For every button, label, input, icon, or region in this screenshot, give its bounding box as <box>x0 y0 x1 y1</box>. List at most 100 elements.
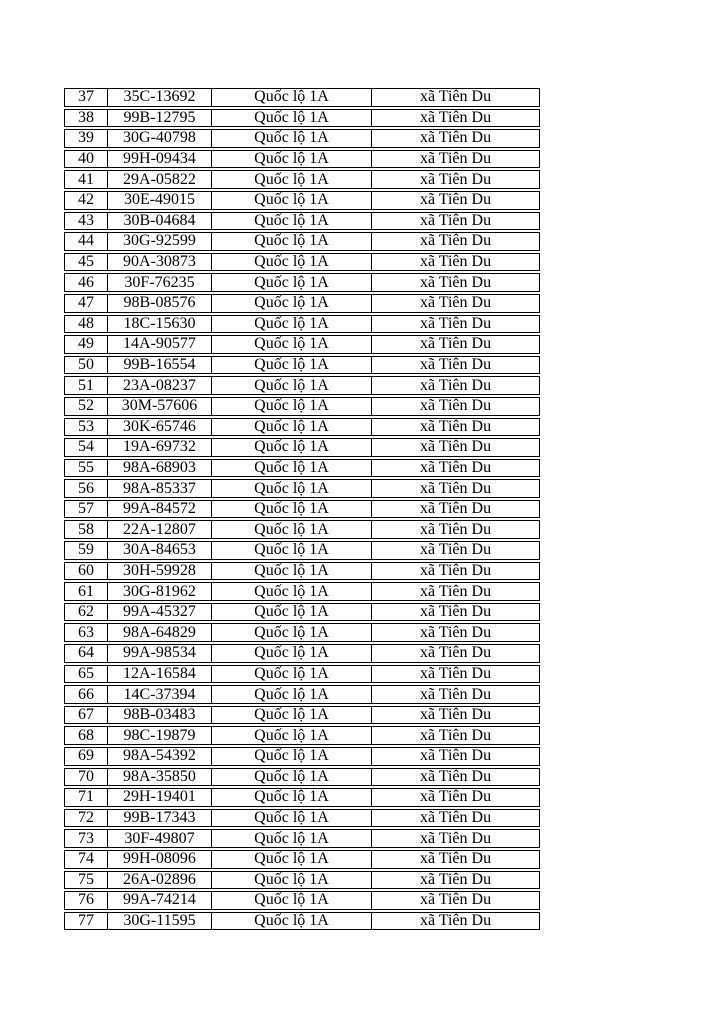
table-row: 72 99B-17343 Quốc lộ 1A xã Tiên Du <box>64 808 540 828</box>
commune-cell: xã Tiên Du <box>419 335 492 353</box>
table-row: 38 99B-12795 Quốc lộ 1A xã Tiên Du <box>64 108 540 128</box>
commune-cell: xã Tiên Du <box>419 376 492 394</box>
table-row: 75 26A-02896 Quốc lộ 1A xã Tiên Du <box>64 870 540 890</box>
table-row: 67 98B-03483 Quốc lộ 1A xã Tiên Du <box>64 705 540 725</box>
commune-cell: xã Tiên Du <box>419 726 492 744</box>
table-row: 74 99H-08096 Quốc lộ 1A xã Tiên Du <box>64 849 540 869</box>
table-row: 61 30G-81962 Quốc lộ 1A xã Tiên Du <box>64 582 540 601</box>
road-cell: Quốc lộ 1A <box>212 521 372 539</box>
license-plate-cell: 30H-59928 <box>108 563 212 580</box>
license-plate-cell: 30K-65746 <box>108 418 212 436</box>
license-plate-cell: 98A-68903 <box>108 460 212 477</box>
row-number-cell: 39 <box>65 130 108 147</box>
row-number-cell: 59 <box>65 542 108 559</box>
road-cell: Quốc lộ 1A <box>212 357 372 374</box>
license-plate-cell: 90A-30873 <box>108 254 212 271</box>
license-plate-cell: 99B-12795 <box>108 110 212 127</box>
row-number-cell: 44 <box>65 233 108 250</box>
road-cell: Quốc lộ 1A <box>212 377 372 394</box>
license-plate-cell: 99B-16554 <box>108 357 212 374</box>
table-row: 37 35C-13692 Quốc lộ 1A xã Tiên Du <box>64 88 540 107</box>
road-cell: Quốc lộ 1A <box>212 686 372 703</box>
row-number-cell: 58 <box>65 521 108 539</box>
license-plate-cell: 99A-45327 <box>108 604 212 621</box>
commune-cell: xã Tiên Du <box>419 129 492 147</box>
commune-cell: xã Tiên Du <box>419 356 492 374</box>
road-cell: Quốc lộ 1A <box>212 624 372 642</box>
road-cell: Quốc lộ 1A <box>212 789 372 806</box>
row-number-cell: 41 <box>65 171 108 188</box>
license-plate-cell: 99B-17343 <box>108 810 212 827</box>
table-row: 57 99A-84572 Quốc lộ 1A xã Tiên Du <box>64 499 540 519</box>
license-plate-cell: 98B-08576 <box>108 295 212 312</box>
commune-cell: xã Tiên Du <box>419 438 492 456</box>
row-number-cell: 40 <box>65 151 108 168</box>
commune-cell: xã Tiên Du <box>419 273 492 291</box>
row-number-cell: 62 <box>65 604 108 621</box>
row-number-cell: 65 <box>65 666 108 683</box>
commune-cell: xã Tiên Du <box>419 294 492 312</box>
license-plate-cell: 30G-92599 <box>108 233 212 250</box>
commune-cell: xã Tiên Du <box>419 170 492 188</box>
license-plate-cell: 14C-37394 <box>108 686 212 703</box>
road-cell: Quốc lộ 1A <box>212 439 372 456</box>
road-cell: Quốc lộ 1A <box>212 542 372 559</box>
road-cell: Quốc lộ 1A <box>212 480 372 497</box>
commune-cell: xã Tiên Du <box>419 108 492 126</box>
row-number-cell: 55 <box>65 460 108 477</box>
table-row: 58 22A-12807 Quốc lộ 1A xã Tiên Du <box>64 520 540 540</box>
row-number-cell: 68 <box>65 727 108 744</box>
road-cell: Quốc lộ 1A <box>212 913 372 930</box>
road-cell: Quốc lộ 1A <box>212 810 372 827</box>
table-row: 43 30B-04684 Quốc lộ 1A xã Tiên Du <box>64 211 540 231</box>
road-cell: Quốc lộ 1A <box>212 171 372 188</box>
row-number-cell: 53 <box>65 418 108 436</box>
road-cell: Quốc lộ 1A <box>212 274 372 291</box>
row-number-cell: 67 <box>65 707 108 724</box>
commune-cell: xã Tiên Du <box>419 479 492 497</box>
commune-cell: xã Tiên Du <box>419 706 492 724</box>
license-plate-cell: 30F-76235 <box>108 274 212 291</box>
row-number-cell: 51 <box>65 377 108 394</box>
commune-cell: xã Tiên Du <box>419 685 492 703</box>
road-cell: Quốc lộ 1A <box>212 254 372 271</box>
commune-cell: xã Tiên Du <box>419 582 492 600</box>
row-number-cell: 61 <box>65 583 108 600</box>
row-number-cell: 38 <box>65 110 108 127</box>
road-cell: Quốc lộ 1A <box>212 213 372 230</box>
table-row: 49 14A-90577 Quốc lộ 1A xã Tiên Du <box>64 335 540 354</box>
license-plate-cell: 30B-04684 <box>108 213 212 230</box>
commune-cell: xã Tiên Du <box>419 561 492 579</box>
commune-cell: xã Tiên Du <box>419 788 492 806</box>
row-number-cell: 49 <box>65 336 108 353</box>
table-row: 70 98A-35850 Quốc lộ 1A xã Tiên Du <box>64 767 540 787</box>
license-plate-cell: 29H-19401 <box>108 789 212 806</box>
row-number-cell: 45 <box>65 254 108 271</box>
license-plate-cell: 98B-03483 <box>108 707 212 724</box>
row-number-cell: 56 <box>65 480 108 497</box>
commune-cell: xã Tiên Du <box>419 417 492 435</box>
table-row: 64 99A-98534 Quốc lộ 1A xã Tiên Du <box>64 644 540 663</box>
table-row: 68 98C-19879 Quốc lộ 1A xã Tiên Du <box>64 726 540 745</box>
license-plate-cell: 98A-35850 <box>108 769 212 786</box>
road-cell: Quốc lộ 1A <box>212 872 372 889</box>
road-cell: Quốc lộ 1A <box>212 233 372 250</box>
row-number-cell: 69 <box>65 748 108 765</box>
road-cell: Quốc lộ 1A <box>212 583 372 600</box>
commune-cell: xã Tiên Du <box>419 88 492 106</box>
table-row: 69 98A-54392 Quốc lộ 1A xã Tiên Du <box>64 747 540 766</box>
license-plate-cell: 23A-08237 <box>108 377 212 394</box>
row-number-cell: 54 <box>65 439 108 456</box>
license-plate-cell: 30G-40798 <box>108 130 212 147</box>
license-plate-cell: 98A-54392 <box>108 748 212 765</box>
license-plate-cell: 98C-19879 <box>108 727 212 744</box>
road-cell: Quốc lộ 1A <box>212 130 372 147</box>
row-number-cell: 42 <box>65 192 108 209</box>
table-row: 62 99A-45327 Quốc lộ 1A xã Tiên Du <box>64 602 540 622</box>
commune-cell: xã Tiên Du <box>419 829 492 847</box>
license-plate-cell: 30G-81962 <box>108 583 212 600</box>
license-plate-cell: 12A-16584 <box>108 666 212 683</box>
road-cell: Quốc lộ 1A <box>212 295 372 312</box>
license-plate-cell: 98A-64829 <box>108 624 212 642</box>
road-cell: Quốc lộ 1A <box>212 748 372 765</box>
